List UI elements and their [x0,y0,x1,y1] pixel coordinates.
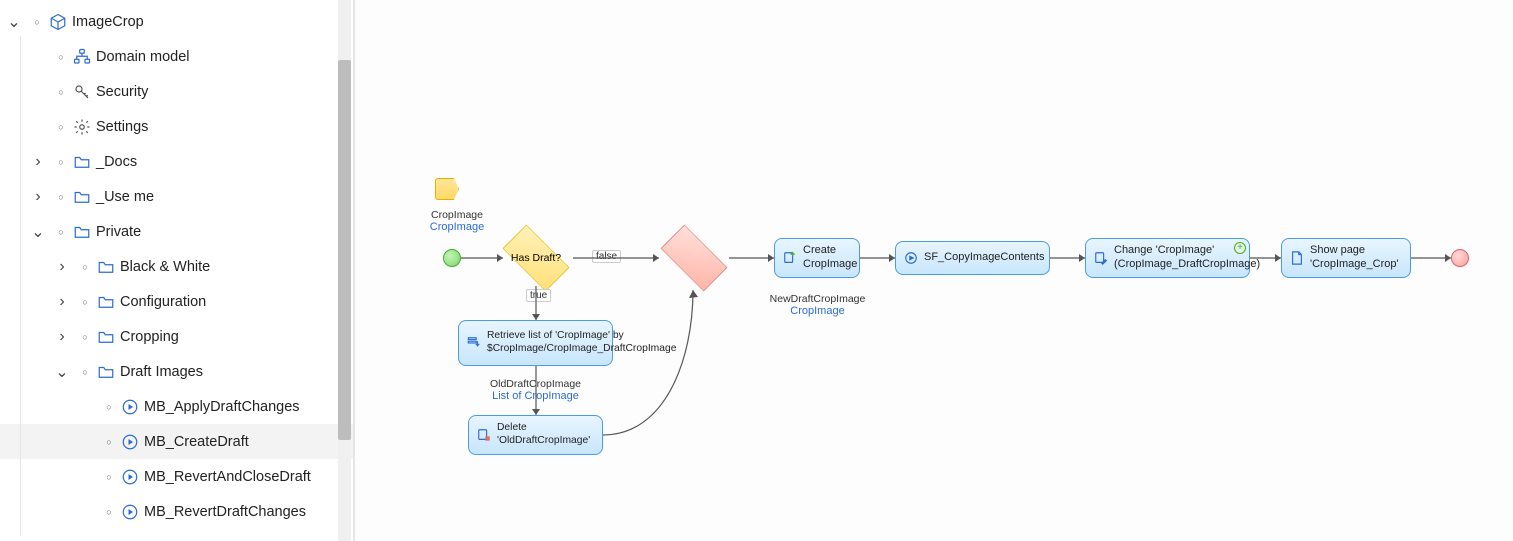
chevron-right-icon[interactable]: › [24,153,52,171]
flow-create-caption: NewDraftCropImage CropImage [765,293,870,317]
folder-icon [70,188,94,206]
flow-start-event[interactable] [443,249,461,267]
folder-icon [70,153,94,171]
tree-item-label: Draft Images [118,364,203,380]
nodes-icon [70,48,94,66]
tree-item-cropping[interactable]: ›○ Cropping [0,319,353,354]
key-icon [70,83,94,101]
chevron-right-icon[interactable]: › [48,258,76,276]
tree-item-_docs[interactable]: ›○ _Docs [0,144,353,179]
delete-icon [477,428,491,442]
sidebar-scrollbar-thumb[interactable] [338,60,351,440]
chevron-right-icon[interactable]: › [48,328,76,346]
tree-bullet-icon: ○ [76,262,94,272]
microflow-icon [118,468,142,486]
tree-item-label: Configuration [118,294,206,310]
tree-item-label: _Docs [94,154,137,170]
tree-item-label: MB_CreateDraft [142,434,249,450]
tree-bullet-icon: ○ [52,227,70,237]
tree-item-draft-images[interactable]: ⌄○ Draft Images [0,354,353,389]
flow-merge[interactable] [655,229,733,287]
tree-bullet-icon: ○ [76,367,94,377]
tree-bullet-icon: ○ [28,17,46,27]
tree-item-mb_applydraftchanges[interactable]: ○ MB_ApplyDraftChanges [0,389,353,424]
microflow-icon [118,433,142,451]
cube-icon [46,13,70,31]
chevron-down-icon[interactable]: ⌄ [48,362,76,382]
folder-icon [94,293,118,311]
tree-item-label: MB_RevertDraftChanges [142,504,306,520]
project-explorer-sidebar: ⌄○ImageCrop○Domain model○Security○Settin… [0,0,355,541]
flow-parameter-caption: CropImage CropImage [417,209,497,233]
tree-item-label: _Use me [94,189,154,205]
microflow-canvas[interactable]: CropImage CropImage Has Draft? false tru… [355,0,1513,541]
tree-item-imagecrop[interactable]: ⌄○ ImageCrop [0,4,353,39]
tree-item-label: MB_ApplyDraftChanges [142,399,300,415]
tree-item-private[interactable]: ⌄○ Private [0,214,353,249]
tree-bullet-icon: ○ [100,507,118,517]
flow-action-create[interactable]: CreateCropImage [774,238,860,278]
folder-icon [94,363,118,381]
microflow-icon [118,503,142,521]
tree-item-label: Private [94,224,141,240]
flow-decision-has-draft[interactable]: Has Draft? [497,229,575,287]
tree-bullet-icon: ○ [76,332,94,342]
tree-item-label: Cropping [118,329,179,345]
create-icon [783,251,797,265]
folder-icon [94,328,118,346]
tree-bullet-icon: ○ [52,87,70,97]
tree-item-black-white[interactable]: ›○ Black & White [0,249,353,284]
tree-item-mb_revertandclosedraft[interactable]: ○ MB_RevertAndCloseDraft [0,459,353,494]
tree-bullet-icon: ○ [52,192,70,202]
tree-item-mb_revertdraftchanges[interactable]: ○ MB_RevertDraftChanges [0,494,353,529]
tree-item-label: Black & White [118,259,210,275]
flow-edge-label-true: true [526,289,551,302]
chevron-right-icon[interactable]: › [24,188,52,206]
tree-bullet-icon: ○ [52,157,70,167]
retrieve-icon [467,336,481,350]
tree-item-label: Settings [94,119,148,135]
flow-action-change[interactable]: + Change 'CropImage'(CropImage_DraftCrop… [1085,238,1250,278]
folder-icon [94,258,118,276]
flow-action-delete[interactable]: Delete 'OldDraftCropImage' [468,415,603,455]
tree-item-label: Security [94,84,148,100]
microflow-icon [118,398,142,416]
tree-item-label: MB_RevertAndCloseDraft [142,469,311,485]
flow-edge-label-false: false [592,250,621,263]
tree-bullet-icon: ○ [100,472,118,482]
tree-item-configuration[interactable]: ›○ Configuration [0,284,353,319]
page-icon [1290,251,1304,265]
chevron-right-icon[interactable]: › [48,293,76,311]
tree-item-label: ImageCrop [70,14,144,30]
change-icon [1094,251,1108,265]
commit-badge-icon: + [1234,242,1246,254]
flow-retrieve-caption: OldDraftCropImage List of CropImage [458,378,613,402]
tree-bullet-icon: ○ [52,52,70,62]
tree-bullet-icon: ○ [52,122,70,132]
tree-item-_use-me[interactable]: ›○ _Use me [0,179,353,214]
tree-item-domain-model[interactable]: ○ Domain model [0,39,353,74]
chevron-down-icon[interactable]: ⌄ [24,222,52,242]
tree: ⌄○ImageCrop○Domain model○Security○Settin… [0,0,353,529]
tree-item-label: Domain model [94,49,190,65]
tree-bullet-icon: ○ [100,437,118,447]
folder-icon [70,223,94,241]
flow-action-call-microflow[interactable]: SF_CopyImageContents [895,241,1050,275]
tree-item-security[interactable]: ○ Security [0,74,353,109]
call-microflow-icon [904,251,918,265]
flow-parameter-shape[interactable] [435,178,459,200]
tree-item-settings[interactable]: ○ Settings [0,109,353,144]
tree-item-mb_createdraft[interactable]: ○ MB_CreateDraft [0,424,353,459]
chevron-down-icon[interactable]: ⌄ [0,12,28,32]
tree-bullet-icon: ○ [76,297,94,307]
tree-bullet-icon: ○ [100,402,118,412]
flow-end-event[interactable] [1451,249,1469,267]
flow-action-show-page[interactable]: Show page'CropImage_Crop' [1281,238,1411,278]
tree-guide-line [20,36,21,536]
flow-action-retrieve[interactable]: Retrieve list of 'CropImage' by $CropIma… [458,320,613,366]
gear-icon [70,118,94,136]
